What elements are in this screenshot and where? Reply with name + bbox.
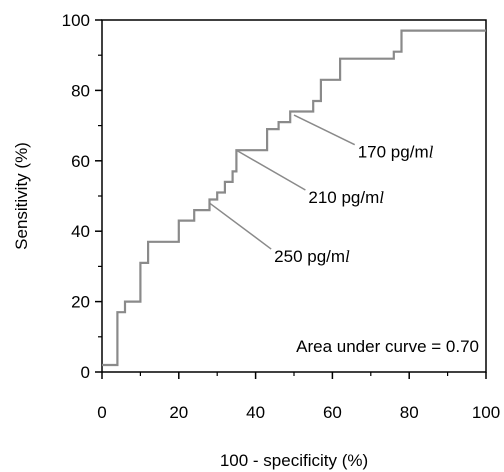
auc-note: Area under curve = 0.70: [296, 337, 479, 356]
x-axis-tick-labels: 0 20 40 60 80 100: [97, 403, 500, 422]
annotation-label: 170 pg/ml: [358, 143, 434, 162]
y-tick-label: 60: [71, 152, 90, 171]
annotation-label: 250 pg/ml: [274, 247, 350, 266]
roc-series: [102, 29, 486, 367]
annotation-leader: [236, 149, 306, 191]
x-axis-label: 100 - specificity (%): [220, 451, 368, 470]
threshold-annotations: 170 pg/ml 210 pg/ml 250 pg/ml: [209, 114, 434, 266]
x-tick-label: 20: [169, 403, 188, 422]
plot-frame: [101, 19, 487, 373]
annotation-leader: [209, 202, 272, 250]
y-tick-label: 40: [71, 222, 90, 241]
x-tick-label: 0: [97, 403, 106, 422]
y-axis-label: Sensitivity (%): [12, 142, 31, 250]
x-tick-label: 80: [400, 403, 419, 422]
x-tick-label: 100: [472, 403, 500, 422]
x-tick-label: 40: [246, 403, 265, 422]
annotation-label: 210 pg/ml: [308, 188, 384, 207]
x-tick-label: 60: [323, 403, 342, 422]
x-axis-ticks: [101, 372, 487, 379]
y-tick-label: 80: [71, 81, 90, 100]
roc-curve: [102, 29, 486, 367]
y-tick-label: 20: [71, 293, 90, 312]
annotation-leader: [293, 114, 356, 146]
y-axis-tick-labels: 0 20 40 60 80 100: [62, 11, 90, 382]
y-axis-ticks: [95, 19, 102, 373]
y-tick-label: 100: [62, 11, 90, 30]
y-tick-label: 0: [81, 363, 90, 382]
